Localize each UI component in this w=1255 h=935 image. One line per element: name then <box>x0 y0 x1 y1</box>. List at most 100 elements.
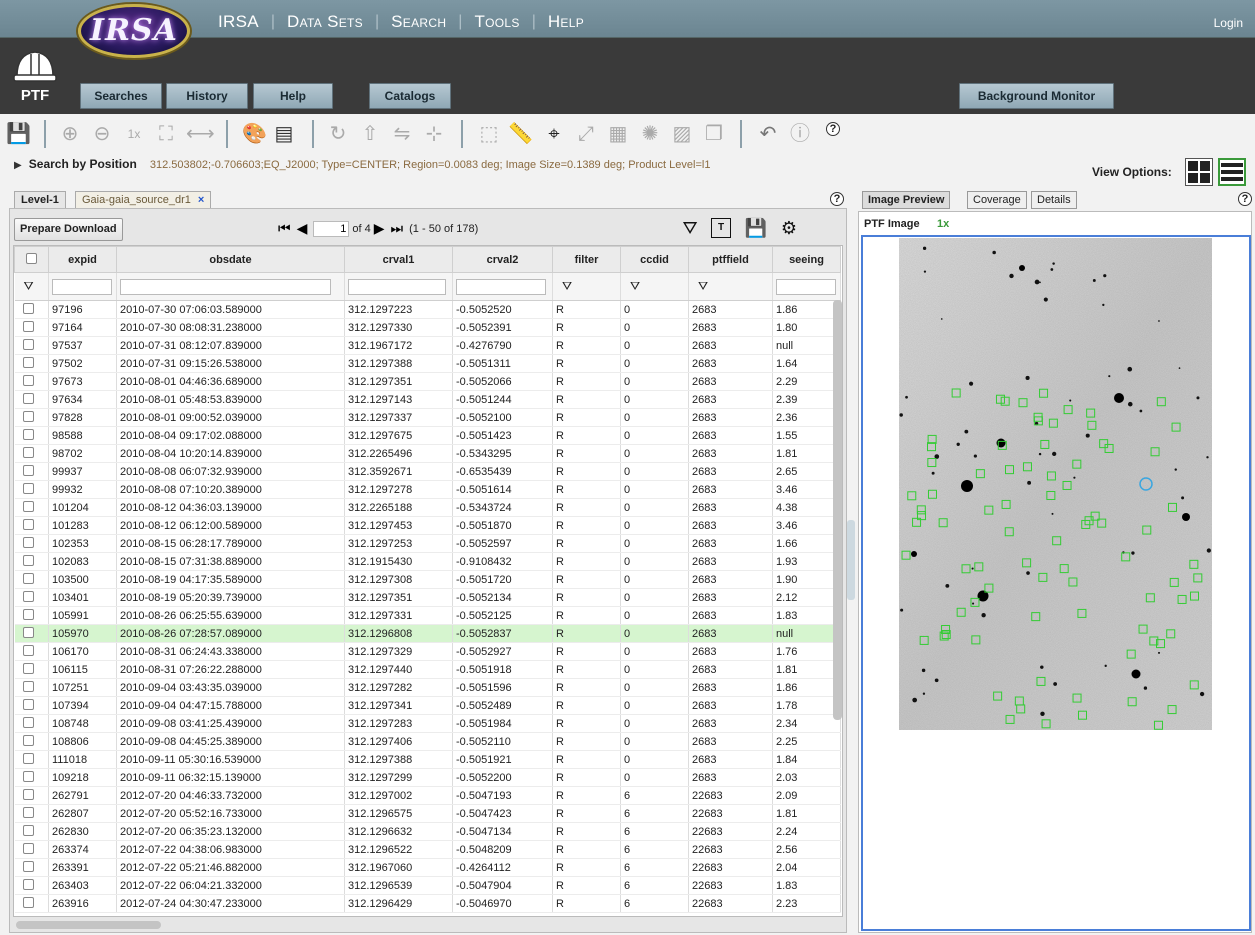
row-checkbox[interactable] <box>22 680 34 692</box>
vertical-scrollbar[interactable] <box>833 300 842 720</box>
zoom-out-icon[interactable]: ⊖ <box>93 123 111 145</box>
row-checkbox[interactable] <box>22 302 34 314</box>
overlay-icon[interactable]: ▨ <box>672 123 692 145</box>
filter-icon[interactable]: ⛛ <box>23 279 34 293</box>
distance-tool-icon[interactable]: 📏 <box>508 123 533 145</box>
row-checkbox[interactable] <box>22 824 34 836</box>
table-row[interactable]: 262807 2012-07-20 05:52:16.733000 312.1296… <box>14 804 841 823</box>
row-checkbox[interactable] <box>22 878 34 890</box>
table-row[interactable]: 97673 2010-08-01 04:46:36.689000 312.12973… <box>14 372 841 391</box>
table-row[interactable]: 105991 2010-08-26 06:25:55.639000 312.1297… <box>14 606 841 625</box>
marker-icon[interactable]: ⌖ <box>548 123 560 145</box>
last-page-icon[interactable]: ⏭ <box>390 220 404 236</box>
settings-gear-icon[interactable]: ⚙ <box>780 218 798 238</box>
table-row[interactable]: 97196 2010-07-30 07:06:03.589000 312.12972… <box>14 300 841 319</box>
column-header[interactable]: ccdid <box>620 246 689 273</box>
row-checkbox[interactable] <box>22 500 34 512</box>
table-row[interactable]: 101283 2010-08-12 06:12:00.589000 312.1297… <box>14 516 841 535</box>
row-checkbox[interactable] <box>22 806 34 818</box>
row-checkbox[interactable] <box>22 788 34 800</box>
nav-irsa[interactable]: IRSA <box>218 12 259 31</box>
color-palette-icon[interactable]: 🎨 <box>242 123 267 145</box>
table-row[interactable]: 103500 2010-08-19 04:17:35.589000 312.1297… <box>14 570 841 589</box>
sky-image[interactable] <box>899 238 1212 730</box>
table-row[interactable]: 98702 2010-08-04 10:20:14.839000 312.22654… <box>14 444 841 463</box>
tab-level-1[interactable]: Level-1 <box>14 191 66 208</box>
row-checkbox[interactable] <box>22 644 34 656</box>
row-checkbox[interactable] <box>22 572 34 584</box>
catalogs-button[interactable]: Catalogs <box>369 83 451 109</box>
table-row[interactable]: 111018 2010-09-11 05:30:16.539000 312.1297… <box>14 750 841 769</box>
table-row[interactable]: 97502 2010-07-31 09:15:26.538000 312.12973… <box>14 354 841 373</box>
column-header[interactable]: filter <box>552 246 621 273</box>
searches-button[interactable]: Searches <box>80 83 162 109</box>
prepare-download-button[interactable]: Prepare Download <box>14 218 123 241</box>
north-up-icon[interactable]: ⇧ <box>361 123 379 145</box>
table-row[interactable]: 99932 2010-08-08 07:10:20.389000 312.12972… <box>14 480 841 499</box>
table-row[interactable]: 108748 2010-09-08 03:41:25.439000 312.1297… <box>14 714 841 733</box>
help-icon[interactable]: ? <box>1238 192 1252 206</box>
column-header[interactable]: ptffield <box>688 246 773 273</box>
compass-icon[interactable]: ⤢ <box>578 123 594 145</box>
row-checkbox[interactable] <box>22 446 34 458</box>
tab-image-preview[interactable]: Image Preview <box>862 191 951 209</box>
filter-icon[interactable]: ⛛ <box>630 279 641 293</box>
row-checkbox[interactable] <box>22 860 34 872</box>
table-row[interactable]: 102353 2010-08-15 06:28:17.789000 312.1297… <box>14 534 841 553</box>
table-row[interactable]: 107251 2010-09-04 03:43:35.039000 312.1297… <box>14 678 841 697</box>
column-header[interactable]: crval2 <box>452 246 553 273</box>
table-row[interactable]: 102083 2010-08-15 07:31:38.889000 312.1915… <box>14 552 841 571</box>
login-link[interactable]: Login <box>1213 16 1243 30</box>
select-all-checkbox[interactable] <box>26 252 37 264</box>
table-row[interactable]: 108806 2010-09-08 04:45:25.389000 312.1297… <box>14 732 841 751</box>
table-row[interactable]: 105970 2010-08-26 07:28:57.089000 312.1296… <box>14 624 841 643</box>
nav-search[interactable]: Search <box>391 12 447 31</box>
table-row[interactable]: 109218 2010-09-11 06:32:15.139000 312.1297… <box>14 768 841 787</box>
table-row[interactable]: 262830 2012-07-20 06:35:23.132000 312.1296… <box>14 822 841 841</box>
filter-icon[interactable]: ⛛ <box>562 279 573 293</box>
history-button[interactable]: History <box>166 83 248 109</box>
tab-coverage[interactable]: Coverage <box>967 191 1027 209</box>
zoom-in-icon[interactable]: ⊕ <box>61 123 79 145</box>
select-area-icon[interactable]: ⬚ <box>479 123 499 145</box>
zoom-fill-icon[interactable]: ⟷ <box>186 123 215 145</box>
row-checkbox[interactable] <box>22 842 34 854</box>
tab-gaia-source[interactable]: Gaia-gaia_source_dr1 × <box>75 191 212 208</box>
table-row[interactable]: 262791 2012-07-20 04:46:33.732000 312.1297… <box>14 786 841 805</box>
table-row[interactable]: 263374 2012-07-22 04:38:06.983000 312.1296… <box>14 840 841 859</box>
row-checkbox[interactable] <box>22 536 34 548</box>
filter-input-crval1[interactable] <box>348 278 446 295</box>
table-row[interactable]: 97634 2010-08-01 05:48:53.839000 312.12971… <box>14 390 841 409</box>
mask-icon[interactable]: ✺ <box>641 123 659 145</box>
row-checkbox[interactable] <box>22 338 34 350</box>
filter-input-seeing[interactable] <box>776 278 837 295</box>
row-checkbox[interactable] <box>22 626 34 638</box>
column-header[interactable]: crval1 <box>344 246 453 273</box>
help-icon[interactable]: ? <box>830 192 844 206</box>
save-table-icon[interactable]: 💾 <box>744 218 768 238</box>
stretch-icon[interactable]: ▤ <box>274 123 294 145</box>
table-row[interactable]: 98588 2010-08-04 09:17:02.088000 312.12976… <box>14 426 841 445</box>
column-header[interactable]: expid <box>48 246 117 273</box>
save-icon[interactable]: 💾 <box>6 123 31 145</box>
next-page-icon[interactable]: ▶ <box>373 220 385 236</box>
table-row[interactable]: 101204 2010-08-12 04:36:03.139000 312.2265… <box>14 498 841 517</box>
text-view-icon[interactable]: T <box>711 218 731 238</box>
help-icon[interactable]: ? <box>826 122 840 136</box>
row-checkbox[interactable] <box>22 320 34 332</box>
row-checkbox[interactable] <box>22 698 34 710</box>
layers-icon[interactable]: ❐ <box>705 123 723 145</box>
table-row[interactable]: 97828 2010-08-01 09:00:52.039000 312.12973… <box>14 408 841 427</box>
row-checkbox[interactable] <box>22 428 34 440</box>
table-row[interactable]: 263403 2012-07-22 06:04:21.332000 312.1296… <box>14 876 841 895</box>
irsa-logo[interactable]: IRSA <box>78 4 190 58</box>
filter-input-expid[interactable] <box>52 278 113 295</box>
table-row[interactable]: 97164 2010-07-30 08:08:31.238000 312.12973… <box>14 318 841 337</box>
row-checkbox[interactable] <box>22 896 34 908</box>
row-checkbox[interactable] <box>22 518 34 530</box>
table-row[interactable]: 106115 2010-08-31 07:26:22.288000 312.1297… <box>14 660 841 679</box>
row-checkbox[interactable] <box>22 734 34 746</box>
ptf-logo[interactable]: PTF <box>6 46 64 110</box>
first-page-icon[interactable]: ⏮ <box>278 220 291 236</box>
filter-input-crval2[interactable] <box>456 278 547 295</box>
